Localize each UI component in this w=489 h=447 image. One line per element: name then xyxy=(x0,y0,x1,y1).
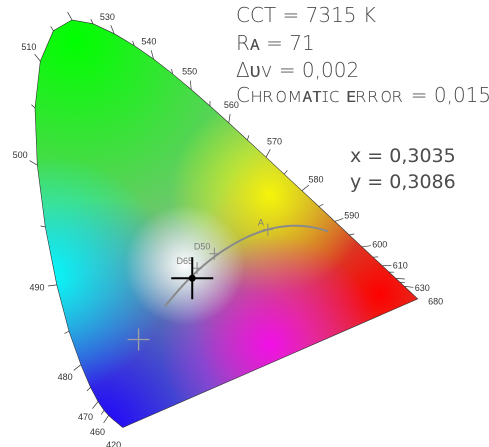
white-point-d50: D50 xyxy=(194,242,220,260)
white-point-label: A xyxy=(258,218,264,228)
wavelength-tick xyxy=(90,19,94,24)
wavelength-label-590: 590 xyxy=(344,210,359,220)
wavelength-tick xyxy=(50,26,54,31)
wavelength-tick xyxy=(404,286,414,288)
wavelength-tick xyxy=(47,284,57,287)
wavelength-label-680: 680 xyxy=(428,297,443,307)
measured-point xyxy=(188,274,196,282)
wavelength-tick xyxy=(361,245,371,248)
wavelength-tick xyxy=(64,330,70,334)
wavelength-label-570: 570 xyxy=(267,136,282,146)
wavelength-label-560: 560 xyxy=(224,100,239,110)
wavelength-tick xyxy=(334,218,344,222)
wavelength-tick xyxy=(73,364,82,371)
wavelength-tick xyxy=(228,113,231,123)
wavelength-tick xyxy=(40,225,46,228)
wavelength-label-480: 480 xyxy=(58,372,73,382)
white-point-a: A xyxy=(258,218,273,236)
x-coordinate-readout: x = 0,3035 xyxy=(350,145,456,167)
wavelength-tick xyxy=(92,401,99,409)
wavelength-tick xyxy=(171,68,173,74)
white-point-d65: D65 xyxy=(177,256,203,275)
measured-point-crosshair xyxy=(171,257,214,300)
wavelength-label-610: 610 xyxy=(393,261,408,271)
wavelength-tick xyxy=(34,53,41,62)
wavelength-label-420: 420 xyxy=(106,440,121,447)
wavelength-tick xyxy=(150,50,154,60)
wavelength-tick xyxy=(100,410,105,415)
wavelength-tick xyxy=(265,149,271,158)
white-point-label: D65 xyxy=(177,256,194,266)
wavelength-tick xyxy=(283,170,288,175)
wavelength-tick xyxy=(395,278,405,280)
wavelength-tick xyxy=(31,104,36,109)
wavelength-label-500: 500 xyxy=(13,150,28,160)
wavelength-tick xyxy=(301,184,310,191)
wavelength-label-490: 490 xyxy=(29,282,44,292)
cct-readout: CCT = 7315 K xyxy=(236,3,376,27)
white-point-label: D50 xyxy=(194,242,211,252)
chromatic-error-readout: Cʜʀᴏᴍᴀᴛɪᴄ ᴇʀʀᴏʀ = 0,015 xyxy=(236,83,489,107)
wavelength-tick xyxy=(29,160,38,166)
wavelength-tick xyxy=(132,40,135,46)
planckian-locus xyxy=(164,224,329,307)
duv-readout: Δᴜᴠ = 0,002 xyxy=(236,58,360,82)
wavelength-tick xyxy=(349,233,355,236)
y-coordinate-readout: y = 0,3086 xyxy=(350,171,456,193)
wavelength-tick xyxy=(110,25,115,34)
wavelength-tick xyxy=(190,80,192,90)
wavelength-tick xyxy=(67,11,73,21)
wavelength-label-460: 460 xyxy=(90,427,105,437)
ra-readout: Rᴀ = 71 xyxy=(236,31,315,55)
wavelength-tick xyxy=(247,135,250,141)
wavelength-label-630: 630 xyxy=(415,283,430,293)
wavelength-label-550: 550 xyxy=(182,67,197,77)
wavelength-tick xyxy=(318,203,324,207)
wavelength-label-580: 580 xyxy=(308,174,323,184)
reference-marker xyxy=(127,328,150,351)
wavelength-label-530: 530 xyxy=(100,12,115,22)
wavelength-label-540: 540 xyxy=(141,37,156,47)
wavelength-tick xyxy=(103,415,109,424)
wavelength-ticks xyxy=(29,11,414,424)
wavelength-tick xyxy=(86,387,91,392)
wavelength-label-470: 470 xyxy=(78,412,93,422)
wavelength-label-600: 600 xyxy=(372,240,387,250)
wavelength-label-510: 510 xyxy=(21,42,36,52)
